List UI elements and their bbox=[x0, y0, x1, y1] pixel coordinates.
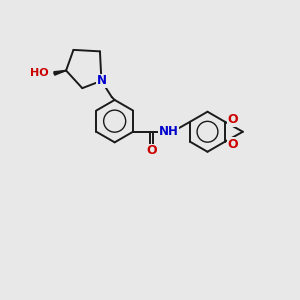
Text: HO: HO bbox=[30, 68, 48, 78]
Text: O: O bbox=[228, 113, 238, 126]
Text: O: O bbox=[146, 144, 157, 158]
Text: NH: NH bbox=[159, 125, 179, 138]
Text: O: O bbox=[228, 138, 238, 151]
Text: N: N bbox=[97, 74, 107, 87]
Polygon shape bbox=[54, 70, 66, 75]
